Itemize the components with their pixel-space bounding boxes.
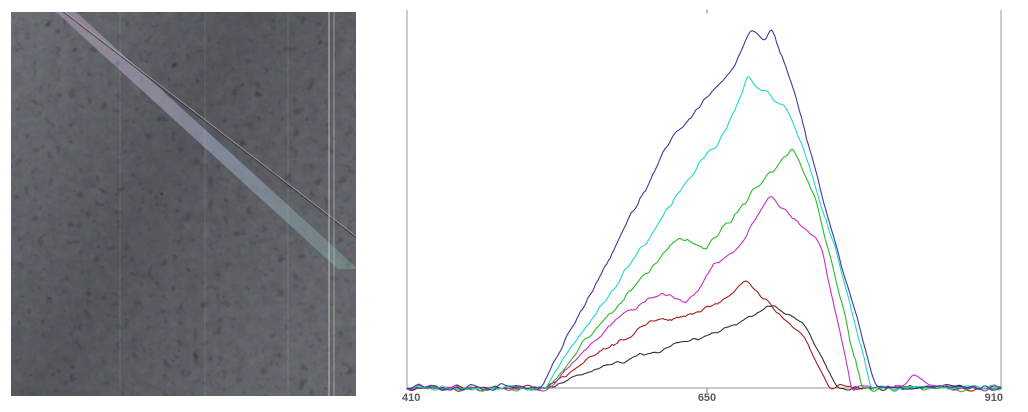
svg-text:910: 910 bbox=[985, 392, 1003, 404]
svg-text:650: 650 bbox=[698, 392, 716, 404]
svg-text:410: 410 bbox=[402, 392, 420, 404]
